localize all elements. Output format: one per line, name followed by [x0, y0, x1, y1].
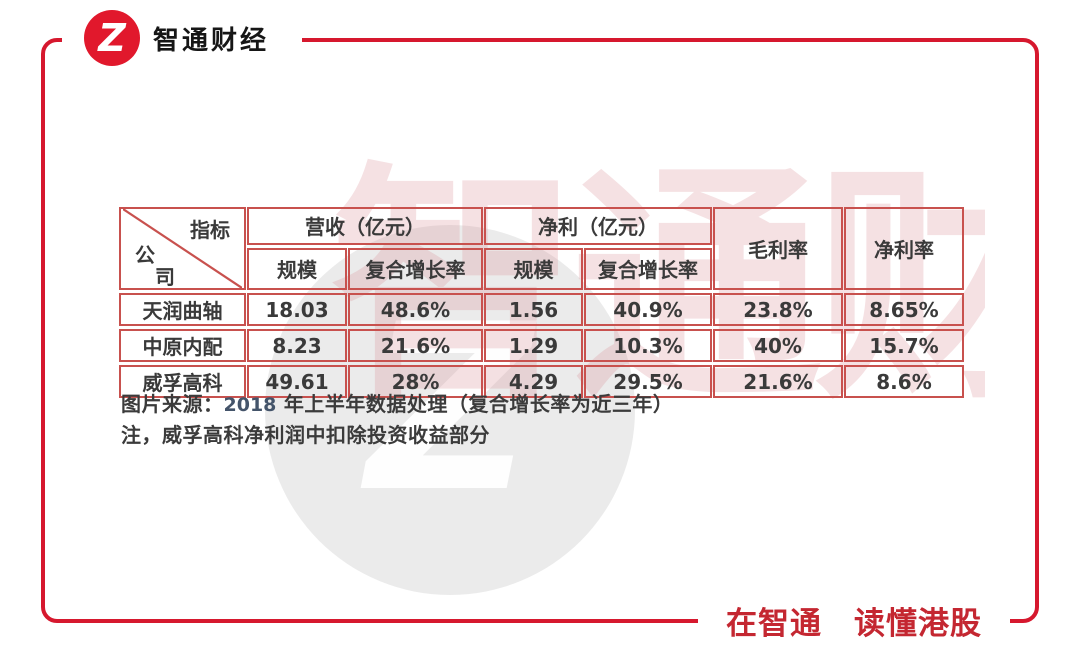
- cell-gross-margin: 40%: [713, 329, 843, 362]
- company-name: 中原内配: [119, 329, 246, 362]
- company-comparison-table: 指标 公 司 营收（亿元） 净利（亿元） 毛利率 净利率 规模 复合增长率 规模…: [118, 204, 965, 401]
- watermark-text: 智通财经: [330, 142, 985, 433]
- cell-revenue-scale: 18.03: [247, 293, 347, 326]
- cell-gross-margin: 23.8%: [713, 293, 843, 326]
- note-line: 注，威孚高科净利润中扣除投资收益部分: [121, 423, 490, 447]
- column-gross-margin: 毛利率: [713, 207, 843, 290]
- cell-net-margin: 8.65%: [844, 293, 964, 326]
- corner-header-cell: 指标 公 司: [119, 207, 246, 290]
- zhitong-logo-icon: Z: [84, 10, 140, 66]
- brand-slogan: 在智通 读懂港股: [726, 605, 982, 642]
- subheader-profit-cagr: 复合增长率: [584, 247, 712, 290]
- source-year: 2018: [223, 394, 277, 416]
- corner-label-metric: 指标: [190, 218, 230, 242]
- corner-diagonal-line: [123, 209, 242, 288]
- cell-profit-scale: 1.29: [484, 329, 583, 362]
- table-notes: 图片来源：2018 年上半年数据处理（复合增长率为近三年） 注，威孚高科净利润中…: [121, 389, 673, 450]
- corner-label-company-char2: 司: [155, 265, 175, 289]
- table-row-tianrun: 天润曲轴 18.03 48.6% 1.56 40.9% 23.8% 8.65%: [119, 293, 964, 326]
- company-name: 天润曲轴: [119, 293, 246, 326]
- cell-revenue-cagr: 21.6%: [348, 329, 483, 362]
- brand-name: 智通财经: [153, 25, 270, 56]
- slogan-block: 在智通 读懂港股: [698, 592, 1010, 647]
- table-row-zhongyuan: 中原内配 8.23 21.6% 1.29 10.3% 40% 15.7%: [119, 329, 964, 362]
- source-line: 图片来源：2018 年上半年数据处理（复合增长率为近三年）: [121, 389, 673, 420]
- cell-net-margin: 8.6%: [844, 365, 964, 398]
- column-group-revenue: 营收（亿元）: [247, 207, 483, 245]
- cell-profit-cagr: 29.5%: [584, 365, 712, 398]
- cell-profit-scale: 4.29: [484, 365, 583, 398]
- subheader-revenue-cagr: 复合增长率: [348, 247, 483, 290]
- cell-profit-cagr: 10.3%: [584, 329, 712, 362]
- cell-net-margin: 15.7%: [844, 329, 964, 362]
- cell-revenue-scale: 8.23: [247, 329, 347, 362]
- frame-border: [41, 38, 1039, 623]
- cell-profit-cagr: 40.9%: [584, 293, 712, 326]
- brand-logo: Z 智通财经: [62, 4, 302, 72]
- subheader-profit-scale: 规模: [484, 247, 583, 290]
- cell-profit-scale: 1.56: [484, 293, 583, 326]
- subheader-revenue-scale: 规模: [247, 247, 347, 290]
- source-prefix: 图片来源：: [121, 392, 224, 416]
- cell-revenue-cagr: 48.6%: [348, 293, 483, 326]
- cell-revenue-cagr: 28%: [348, 365, 483, 398]
- column-group-net-profit: 净利（亿元）: [484, 207, 712, 245]
- watermark-logo-icon: Z: [265, 225, 635, 595]
- table-row-weifu: 威孚高科 49.61 28% 4.29 29.5% 21.6% 8.6%: [119, 365, 964, 398]
- company-name: 威孚高科: [119, 365, 246, 398]
- corner-label-company-char1: 公: [135, 243, 155, 267]
- source-rest: 年上半年数据处理（复合增长率为近三年）: [276, 392, 674, 416]
- cell-revenue-scale: 49.61: [247, 365, 347, 398]
- cell-gross-margin: 21.6%: [713, 365, 843, 398]
- column-net-margin: 净利率: [844, 207, 964, 290]
